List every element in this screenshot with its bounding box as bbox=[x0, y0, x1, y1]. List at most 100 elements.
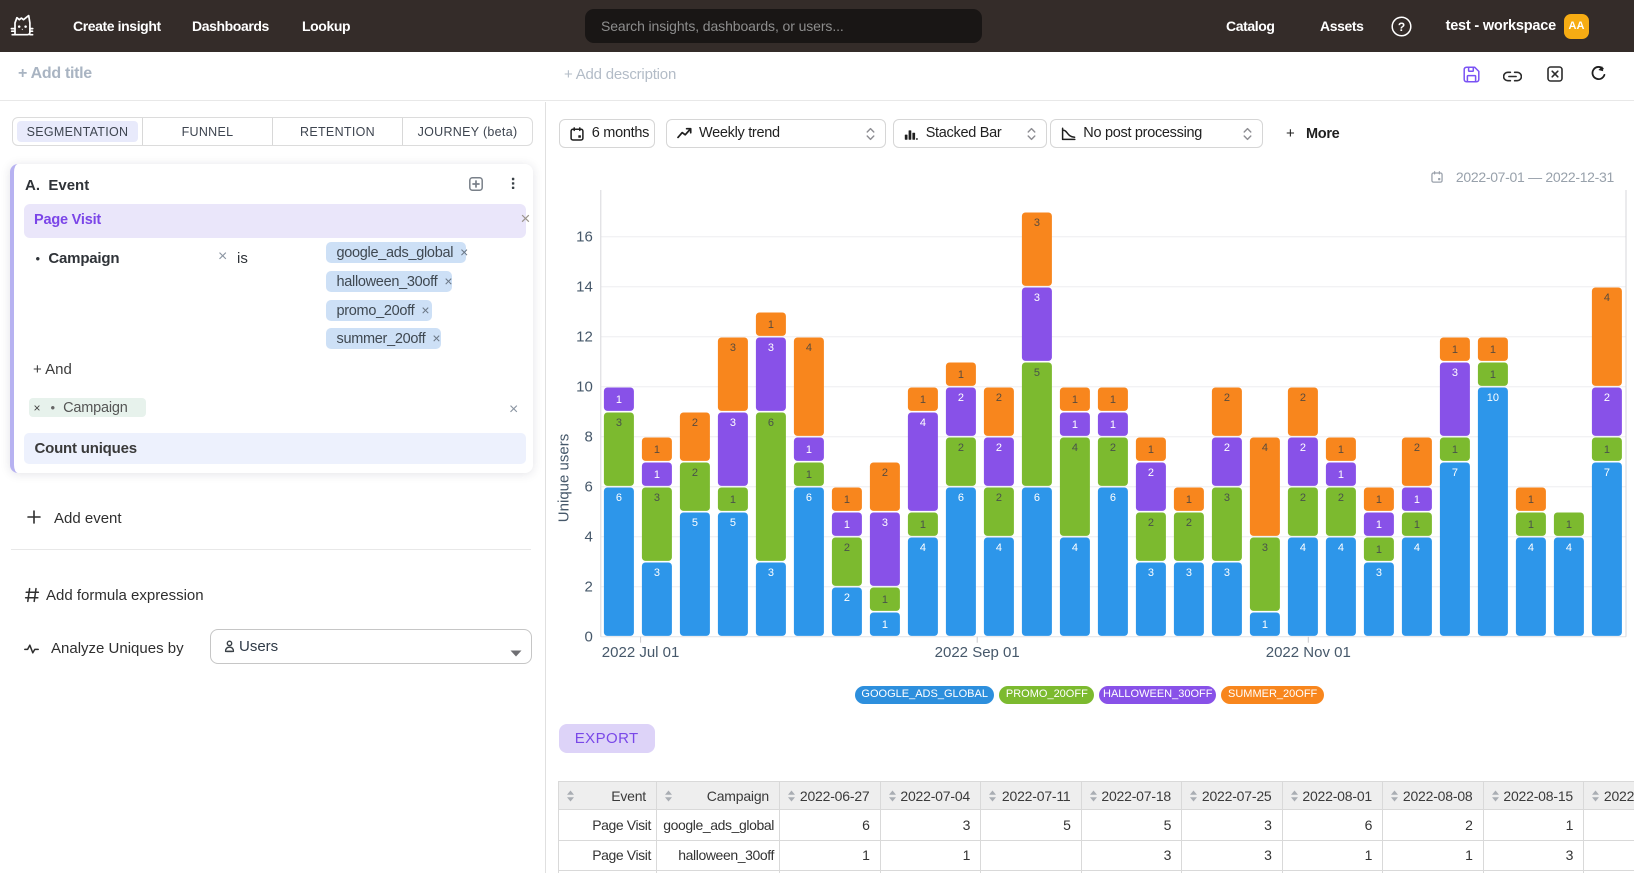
svg-text:3: 3 bbox=[654, 492, 660, 504]
svg-text:3: 3 bbox=[1224, 567, 1230, 579]
svg-text:1: 1 bbox=[1186, 494, 1192, 506]
svg-text:1: 1 bbox=[1072, 419, 1078, 431]
svg-text:2: 2 bbox=[1300, 442, 1306, 454]
svg-text:3: 3 bbox=[1186, 567, 1192, 579]
svg-text:2: 2 bbox=[1186, 517, 1192, 529]
svg-text:2: 2 bbox=[1604, 392, 1610, 404]
svg-text:1: 1 bbox=[1566, 519, 1572, 531]
svg-text:3: 3 bbox=[1452, 367, 1458, 379]
svg-text:4: 4 bbox=[996, 542, 1002, 554]
svg-text:2: 2 bbox=[882, 467, 888, 479]
svg-text:2: 2 bbox=[996, 492, 1002, 504]
svg-text:1: 1 bbox=[1528, 494, 1534, 506]
svg-text:2: 2 bbox=[584, 579, 592, 596]
svg-text:?: ? bbox=[1398, 20, 1405, 34]
svg-text:1: 1 bbox=[1338, 444, 1344, 456]
svg-text:2: 2 bbox=[1338, 492, 1344, 504]
svg-text:6: 6 bbox=[616, 492, 622, 504]
svg-text:1: 1 bbox=[958, 369, 964, 381]
svg-text:10: 10 bbox=[576, 379, 593, 396]
svg-text:1: 1 bbox=[1376, 544, 1382, 556]
svg-text:1: 1 bbox=[1528, 519, 1534, 531]
svg-text:1: 1 bbox=[1376, 494, 1382, 506]
svg-text:3: 3 bbox=[730, 417, 736, 429]
svg-text:3: 3 bbox=[1262, 542, 1268, 554]
svg-text:1: 1 bbox=[768, 319, 774, 331]
svg-text:6: 6 bbox=[768, 417, 774, 429]
svg-text:4: 4 bbox=[1414, 542, 1420, 554]
svg-text:2: 2 bbox=[958, 442, 964, 454]
svg-text:6: 6 bbox=[958, 492, 964, 504]
svg-text:2: 2 bbox=[996, 392, 1002, 404]
svg-text:1: 1 bbox=[1072, 394, 1078, 406]
svg-text:4: 4 bbox=[1300, 542, 1306, 554]
svg-text:1: 1 bbox=[1110, 394, 1116, 406]
svg-text:5: 5 bbox=[692, 517, 698, 529]
svg-text:6: 6 bbox=[1110, 492, 1116, 504]
svg-text:1: 1 bbox=[1490, 344, 1496, 356]
svg-text:2: 2 bbox=[1148, 517, 1154, 529]
svg-text:2: 2 bbox=[1110, 442, 1116, 454]
svg-text:1: 1 bbox=[882, 594, 888, 606]
svg-text:1: 1 bbox=[1148, 444, 1154, 456]
svg-text:1: 1 bbox=[844, 519, 850, 531]
svg-text:3: 3 bbox=[1376, 567, 1382, 579]
svg-text:3: 3 bbox=[882, 517, 888, 529]
svg-text:4: 4 bbox=[806, 342, 812, 354]
svg-text:2: 2 bbox=[958, 392, 964, 404]
svg-text:3: 3 bbox=[1224, 492, 1230, 504]
svg-text:7: 7 bbox=[1452, 467, 1458, 479]
svg-text:2022 Sep 01: 2022 Sep 01 bbox=[935, 644, 1020, 661]
svg-text:1: 1 bbox=[806, 469, 812, 481]
svg-text:4: 4 bbox=[1072, 542, 1078, 554]
svg-text:1: 1 bbox=[654, 444, 660, 456]
svg-text:1: 1 bbox=[730, 494, 736, 506]
svg-text:1: 1 bbox=[616, 394, 622, 406]
svg-text:2: 2 bbox=[1148, 467, 1154, 479]
svg-text:5: 5 bbox=[1034, 367, 1040, 379]
svg-text:4: 4 bbox=[1072, 442, 1078, 454]
svg-text:1: 1 bbox=[1414, 494, 1420, 506]
svg-text:1: 1 bbox=[1452, 344, 1458, 356]
svg-text:1: 1 bbox=[1376, 519, 1382, 531]
svg-text:5: 5 bbox=[730, 517, 736, 529]
svg-text:1: 1 bbox=[882, 619, 888, 631]
svg-text:6: 6 bbox=[806, 492, 812, 504]
svg-text:6: 6 bbox=[1034, 492, 1040, 504]
svg-text:6: 6 bbox=[584, 479, 592, 496]
svg-text:2: 2 bbox=[1414, 442, 1420, 454]
svg-text:4: 4 bbox=[1528, 542, 1534, 554]
svg-text:3: 3 bbox=[768, 567, 774, 579]
svg-text:2: 2 bbox=[692, 467, 698, 479]
svg-text:1: 1 bbox=[1604, 444, 1610, 456]
svg-text:4: 4 bbox=[1262, 442, 1268, 454]
svg-text:0: 0 bbox=[584, 629, 592, 646]
svg-text:4: 4 bbox=[920, 417, 926, 429]
svg-text:3: 3 bbox=[768, 342, 774, 354]
svg-text:2: 2 bbox=[1300, 492, 1306, 504]
svg-text:4: 4 bbox=[584, 529, 592, 546]
svg-text:2022 Jul 01: 2022 Jul 01 bbox=[602, 644, 680, 661]
svg-text:2022 Nov 01: 2022 Nov 01 bbox=[1266, 644, 1351, 661]
svg-text:2: 2 bbox=[1300, 392, 1306, 404]
svg-text:2: 2 bbox=[844, 542, 850, 554]
svg-text:4: 4 bbox=[1338, 542, 1344, 554]
svg-text:1: 1 bbox=[1262, 619, 1268, 631]
svg-text:1: 1 bbox=[920, 394, 926, 406]
svg-text:3: 3 bbox=[1034, 292, 1040, 304]
svg-text:1: 1 bbox=[1490, 369, 1496, 381]
svg-text:1: 1 bbox=[1414, 519, 1420, 531]
svg-text:3: 3 bbox=[616, 417, 622, 429]
svg-text:3: 3 bbox=[1034, 217, 1040, 229]
svg-text:2: 2 bbox=[996, 442, 1002, 454]
svg-text:7: 7 bbox=[1604, 467, 1610, 479]
svg-text:2: 2 bbox=[844, 592, 850, 604]
svg-text:4: 4 bbox=[1604, 292, 1610, 304]
svg-text:1: 1 bbox=[844, 494, 850, 506]
svg-text:3: 3 bbox=[654, 567, 660, 579]
svg-text:1: 1 bbox=[806, 444, 812, 456]
svg-text:2: 2 bbox=[1224, 442, 1230, 454]
svg-text:2: 2 bbox=[1224, 392, 1230, 404]
svg-text:4: 4 bbox=[1566, 542, 1572, 554]
svg-text:1: 1 bbox=[1452, 444, 1458, 456]
